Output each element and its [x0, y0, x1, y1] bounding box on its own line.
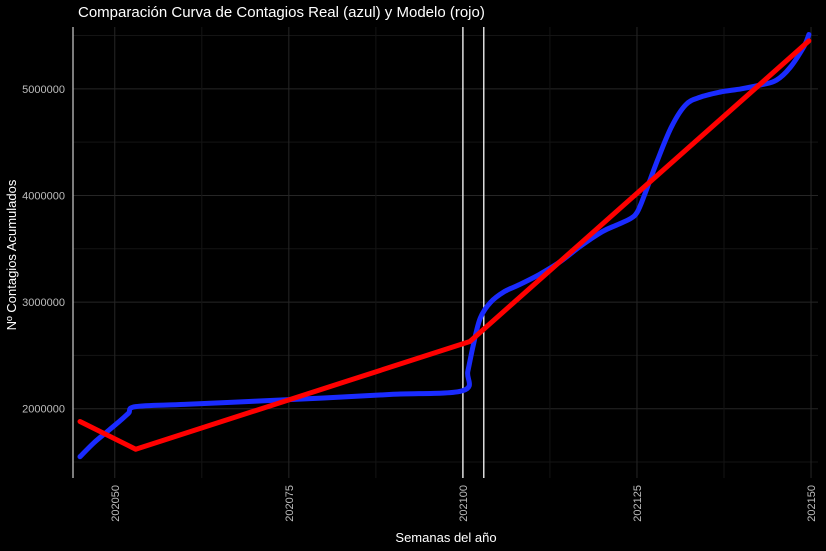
y-tick-label: 3000000	[22, 297, 65, 309]
y-axis-ticks: 2000000 3000000 4000000 5000000	[22, 84, 65, 416]
y-tick-label: 4000000	[22, 190, 65, 202]
x-tick-label: 202075	[284, 485, 296, 522]
y-tick-label: 5000000	[22, 84, 65, 96]
y-tick-label: 2000000	[22, 404, 65, 416]
series-line-model	[77, 38, 812, 452]
series-lines	[77, 32, 812, 460]
x-axis-title: Semanas del año	[395, 530, 496, 545]
series-line-real	[77, 32, 812, 460]
x-axis-ticks: 202050 202075 202100 202125 202150	[110, 485, 818, 522]
reference-lines	[72, 27, 485, 478]
y-axis-title: Nº Contagios Acumulados	[4, 179, 19, 330]
chart-title: Comparación Curva de Contagios Real (azu…	[78, 4, 485, 21]
x-tick-label: 202100	[458, 485, 470, 522]
x-tick-label: 202150	[806, 485, 818, 522]
x-tick-label: 202050	[110, 485, 122, 522]
x-tick-label: 202125	[632, 485, 644, 522]
